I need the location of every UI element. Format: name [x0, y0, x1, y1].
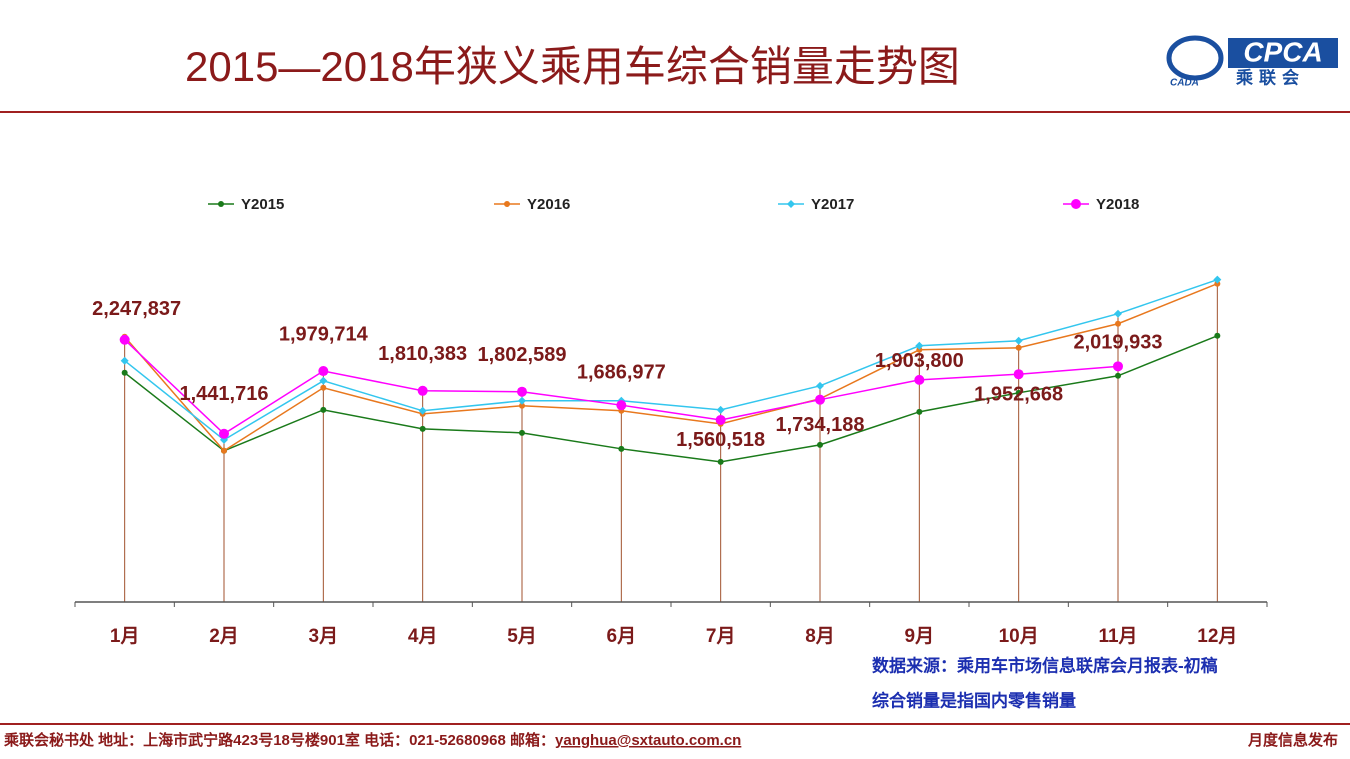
series-line — [124, 278, 1218, 441]
legend-label: Y2017 — [811, 196, 854, 213]
point — [716, 405, 725, 414]
note: 综合销量是指国内零售销量 — [872, 690, 1076, 710]
logo-text: CPCA — [1243, 36, 1322, 67]
data-label: 2,019,933 — [1074, 332, 1163, 354]
x-tick-label: 12月 — [1197, 626, 1237, 647]
point — [1014, 336, 1023, 345]
point — [787, 200, 795, 208]
data-label: 1,734,188 — [776, 414, 865, 436]
data-label: 1,810,383 — [378, 343, 467, 365]
point — [817, 441, 823, 448]
footer-right: 月度信息发布 — [1247, 731, 1338, 749]
x-tick-label: 2月 — [209, 626, 239, 647]
data-label: 1,560,518 — [676, 429, 765, 451]
point — [715, 414, 726, 425]
data-label: 1,952,668 — [974, 383, 1063, 405]
point — [1213, 275, 1222, 284]
point — [418, 406, 427, 415]
note: 数据来源：乘用车市场信息联席会月报表-初稿 — [872, 655, 1218, 675]
point — [319, 376, 328, 385]
point — [1015, 344, 1022, 351]
point — [916, 408, 923, 415]
point — [915, 341, 924, 350]
legend-label: Y2016 — [527, 196, 570, 213]
footer-contact: 乘联会秘书处 地址：上海市武宁路423号18号楼901室 电话：021-5268… — [3, 731, 741, 749]
logo-sub: 乘联会 — [1235, 67, 1305, 87]
series-line — [124, 335, 1218, 463]
point — [218, 201, 224, 207]
point — [417, 385, 428, 396]
logo-icon-text: CADA — [1170, 78, 1199, 89]
point — [1013, 369, 1024, 380]
point — [519, 429, 525, 436]
x-tick-label: 6月 — [607, 626, 637, 647]
point — [320, 384, 327, 391]
point — [1015, 389, 1022, 396]
point — [120, 356, 129, 365]
point — [504, 201, 510, 207]
series — [120, 275, 1222, 444]
point — [816, 381, 824, 390]
data-label: 1,903,800 — [875, 350, 964, 372]
point — [517, 386, 527, 397]
footer-contact-text: 乘联会秘书处 地址：上海市武宁路423号18号楼901室 电话：021-5268… — [3, 731, 555, 749]
point — [219, 428, 229, 439]
point — [618, 445, 625, 452]
point — [419, 425, 426, 432]
legend-label: Y2015 — [241, 196, 284, 213]
point — [717, 458, 724, 465]
point — [616, 400, 627, 411]
logo: CADA CPCA 乘联会 — [1166, 35, 1338, 89]
series: 2,247,837 1,441,716 1,979,714 1,810,383 1,80… — [92, 298, 1162, 451]
point — [1114, 309, 1122, 318]
data-label: 2,247,837 — [92, 298, 181, 320]
point — [914, 374, 925, 385]
data-label: 1,441,716 — [180, 383, 269, 405]
point — [1071, 199, 1081, 209]
data-label: 1,686,977 — [577, 361, 666, 383]
x-tick-label: 3月 — [309, 626, 339, 647]
point — [318, 366, 329, 377]
x-tick-label: 1月 — [110, 626, 140, 647]
data-label: 1,802,589 — [478, 344, 567, 366]
logo-box — [1228, 38, 1338, 68]
x-tick-label: 9月 — [905, 626, 935, 647]
point — [119, 334, 130, 345]
x-tick-label: 5月 — [507, 626, 537, 647]
point — [1115, 372, 1121, 379]
series — [121, 280, 1221, 454]
point — [519, 402, 525, 409]
point — [1214, 280, 1221, 287]
x-tick-label: 4月 — [408, 626, 438, 647]
point — [1214, 332, 1221, 339]
point — [320, 406, 327, 413]
series — [121, 332, 1221, 465]
point — [1113, 361, 1123, 372]
x-tick-label: 11月 — [1098, 626, 1137, 647]
x-tick-label: 8月 — [805, 626, 835, 647]
data-label: 1,979,714 — [279, 323, 369, 345]
point — [1115, 320, 1121, 327]
point — [221, 447, 227, 454]
point — [121, 369, 128, 376]
legend-label: Y2018 — [1096, 196, 1139, 213]
logo-icon-shape — [1166, 35, 1224, 81]
footer-email[interactable]: yanghua@sxtauto.com.cn — [555, 732, 741, 749]
point — [518, 396, 526, 405]
x-tick-label: 10月 — [999, 626, 1039, 647]
x-tick-label: 7月 — [706, 626, 736, 647]
chart-title: 2015—2018年狭义乘用车综合销量走势图 — [185, 43, 960, 90]
point — [815, 394, 825, 405]
series-line — [124, 283, 1218, 452]
